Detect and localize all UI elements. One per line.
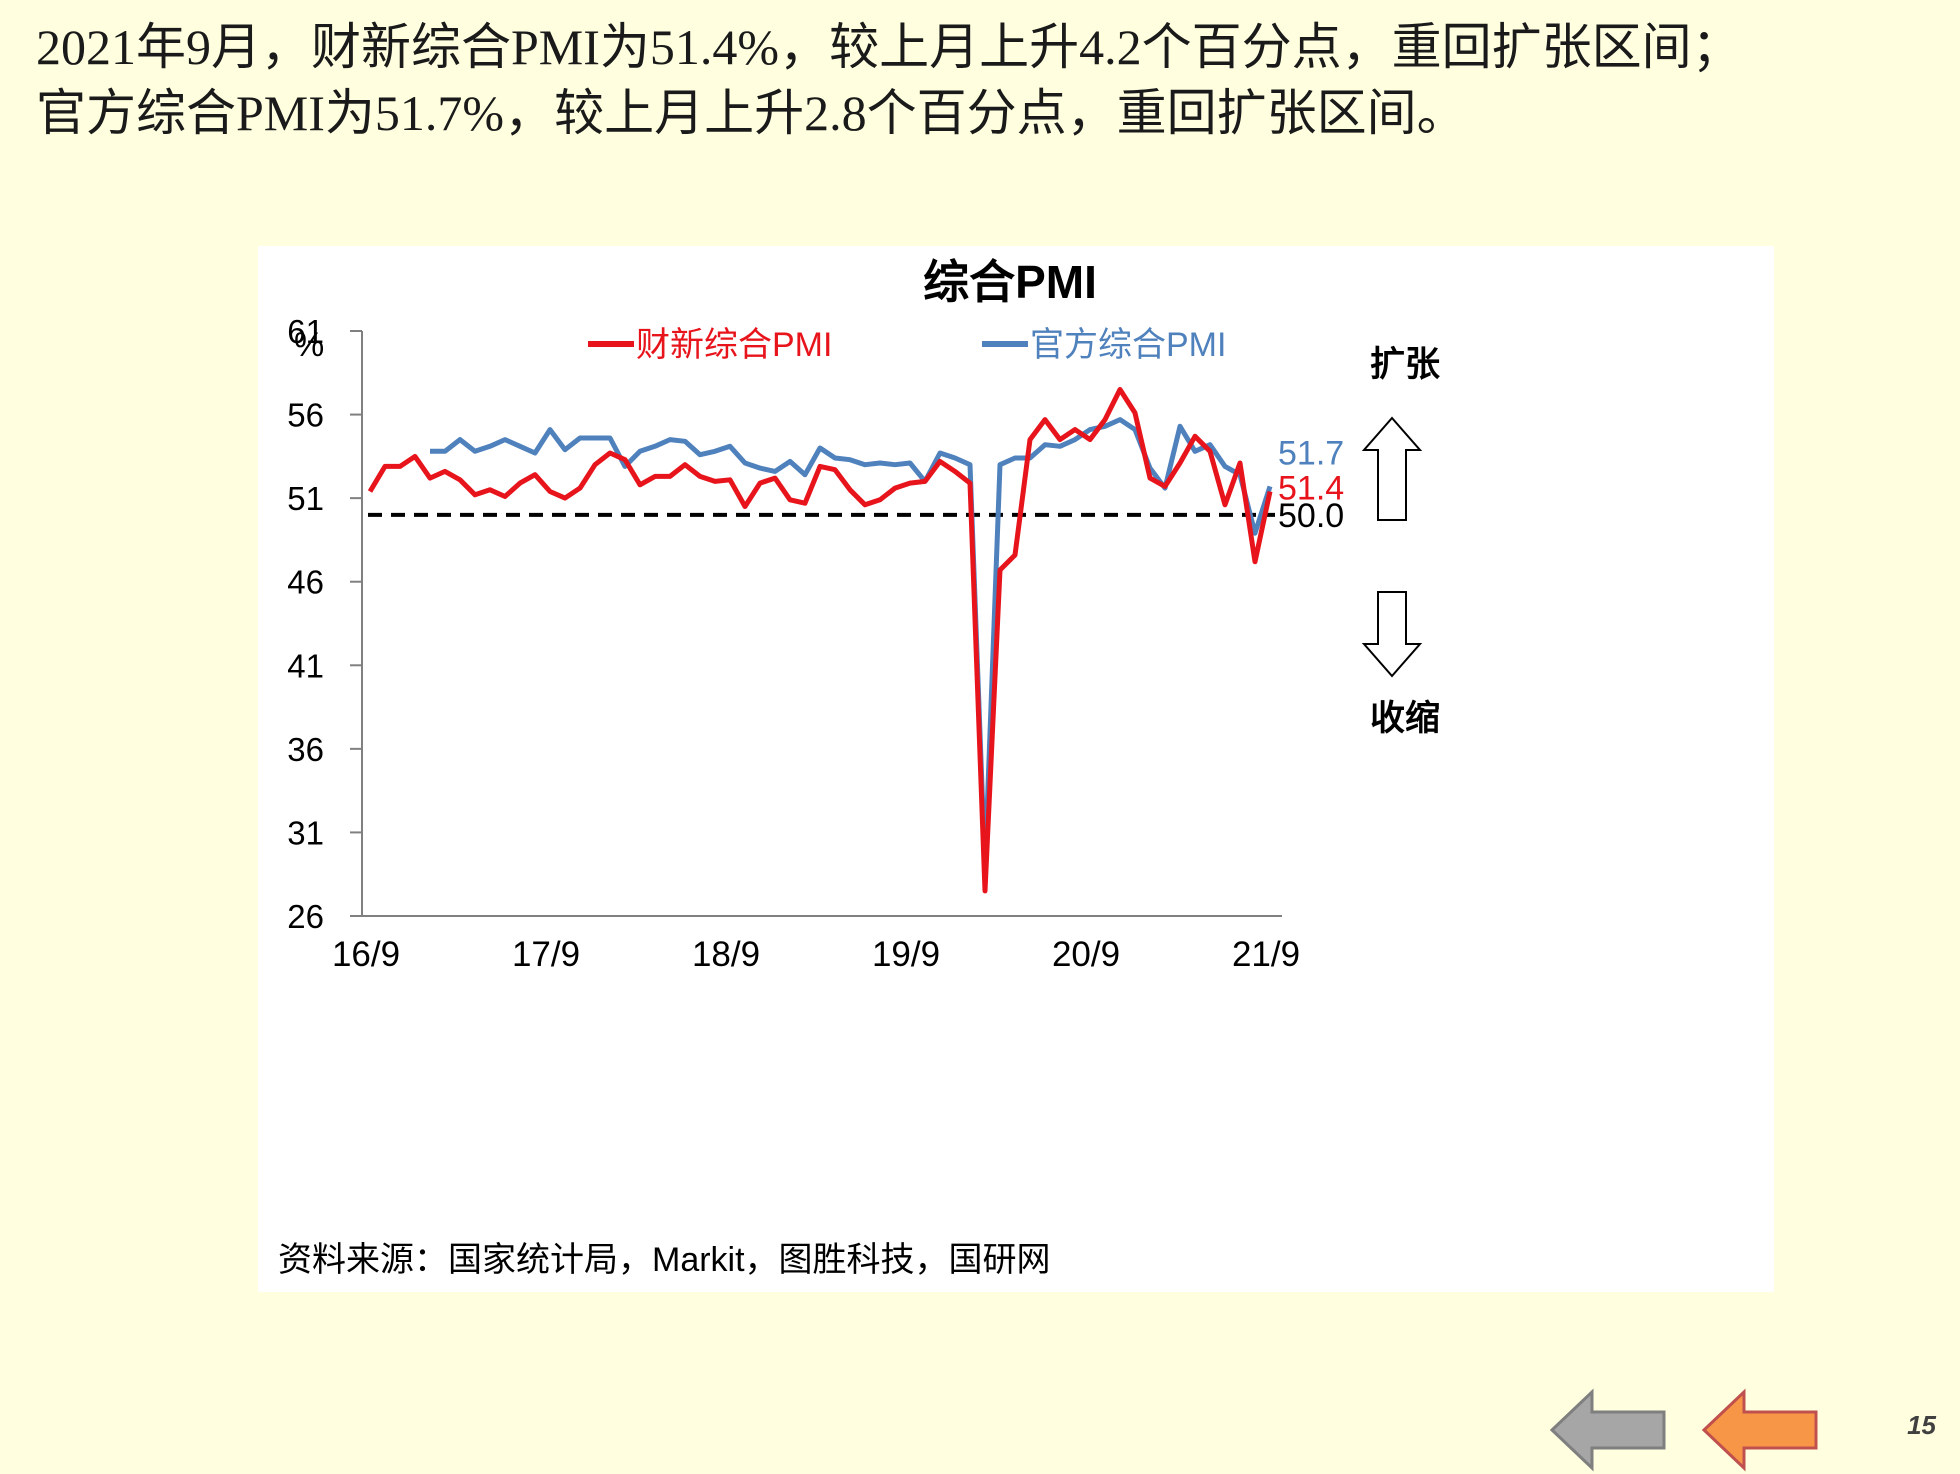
expand-label: 扩张 — [1370, 345, 1440, 384]
headline-line-2: 官方综合PMI为51.7%，较上月上升2.8个百分点，重回扩张区间。 — [36, 85, 1467, 141]
x-tick-label: 16/9 — [332, 935, 400, 974]
y-tick-label: 56 — [287, 397, 324, 434]
left-arrow-icon — [1549, 1388, 1666, 1472]
contract-label: 收缩 — [1370, 699, 1440, 738]
y-tick-label: 61 — [287, 313, 324, 350]
series-line-official — [430, 417, 1273, 870]
headline-text: 2021年9月，财新综合PMI为51.4%，较上月上升4.2个百分点，重回扩张区… — [36, 14, 1936, 146]
back-button[interactable] — [1548, 1386, 1668, 1474]
x-tick-label: 17/9 — [512, 935, 580, 974]
left-arrow-icon — [1701, 1388, 1818, 1472]
x-tick-label: 20/9 — [1052, 935, 1120, 974]
forward-button[interactable] — [1700, 1386, 1820, 1474]
end-value-label: 51.7 — [1278, 434, 1344, 472]
x-tick-label: 21/9 — [1232, 935, 1300, 974]
source-note: 资料来源：国家统计局，Markit，图胜科技，国研网 — [278, 1241, 1051, 1279]
up-arrow-icon — [1361, 416, 1423, 521]
y-tick-label: 26 — [287, 898, 324, 935]
x-tick-label: 18/9 — [692, 935, 760, 974]
y-axis-unit-label: % — [294, 326, 324, 364]
y-tick-label: 31 — [287, 814, 324, 851]
legend-label: 官方综合PMI — [1030, 326, 1226, 364]
composite-pmi-chart: 综合PMI % 资料来源：国家统计局，Markit，图胜科技，国研网 61 56 5… — [278, 256, 1440, 1279]
page-number: 15 — [1907, 1410, 1936, 1440]
y-tick-label: 36 — [287, 731, 324, 768]
y-tick-label: 51 — [287, 480, 324, 517]
end-value-label: 51.4 — [1278, 469, 1344, 507]
y-tick-label: 46 — [287, 564, 324, 601]
down-arrow-icon — [1361, 591, 1423, 678]
legend-label: 财新综合PMI — [636, 326, 832, 364]
y-tick-label: 41 — [287, 647, 324, 684]
chart-panel: 综合PMI % 资料来源：国家统计局，Markit，图胜科技，国研网 61 56 5… — [258, 246, 1774, 1292]
series-line-caixin — [367, 387, 1273, 894]
x-tick-label: 19/9 — [872, 935, 940, 974]
reference-value-label: 50.0 — [1278, 497, 1344, 535]
headline-line-1: 2021年9月，财新综合PMI为51.4%，较上月上升4.2个百分点，重回扩张区… — [36, 19, 1742, 75]
chart-title: 综合PMI — [923, 256, 1097, 308]
